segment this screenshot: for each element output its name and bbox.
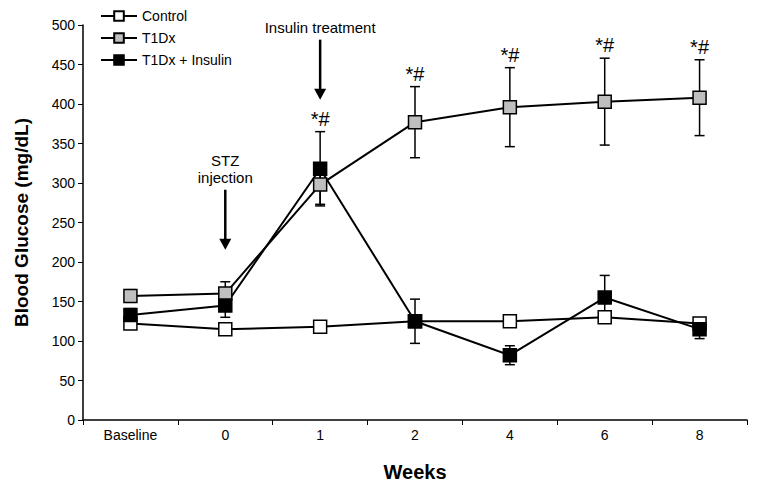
svg-text:8: 8	[696, 427, 704, 443]
svg-text:300: 300	[52, 175, 76, 191]
svg-text:STZ: STZ	[211, 152, 239, 169]
svg-text:injection: injection	[198, 169, 253, 186]
svg-text:0: 0	[221, 427, 229, 443]
svg-text:500: 500	[52, 17, 76, 33]
svg-text:*#: *#	[500, 44, 520, 66]
svg-text:6: 6	[601, 427, 609, 443]
svg-text:350: 350	[52, 136, 76, 152]
svg-text:Baseline: Baseline	[104, 427, 158, 443]
svg-text:400: 400	[52, 96, 76, 112]
svg-text:*#: *#	[406, 63, 426, 85]
svg-text:150: 150	[52, 294, 76, 310]
svg-text:T1Dx: T1Dx	[142, 30, 175, 46]
svg-text:250: 250	[52, 215, 76, 231]
svg-text:*#: *#	[595, 34, 615, 56]
svg-text:*#: *#	[311, 108, 331, 130]
svg-text:4: 4	[506, 427, 514, 443]
svg-text:T1Dx + Insulin: T1Dx + Insulin	[142, 52, 232, 68]
svg-text:2: 2	[411, 427, 419, 443]
svg-text:0: 0	[67, 412, 75, 428]
svg-text:Control: Control	[142, 8, 187, 24]
svg-text:Blood Glucose (mg/dL): Blood Glucose (mg/dL)	[11, 118, 32, 327]
svg-text:100: 100	[52, 333, 76, 349]
svg-text:*#: *#	[690, 36, 710, 58]
svg-text:450: 450	[52, 57, 76, 73]
svg-text:Weeks: Weeks	[383, 461, 446, 483]
svg-text:200: 200	[52, 254, 76, 270]
svg-text:Insulin treatment: Insulin treatment	[265, 19, 377, 36]
svg-text:50: 50	[59, 373, 75, 389]
svg-text:1: 1	[316, 427, 324, 443]
